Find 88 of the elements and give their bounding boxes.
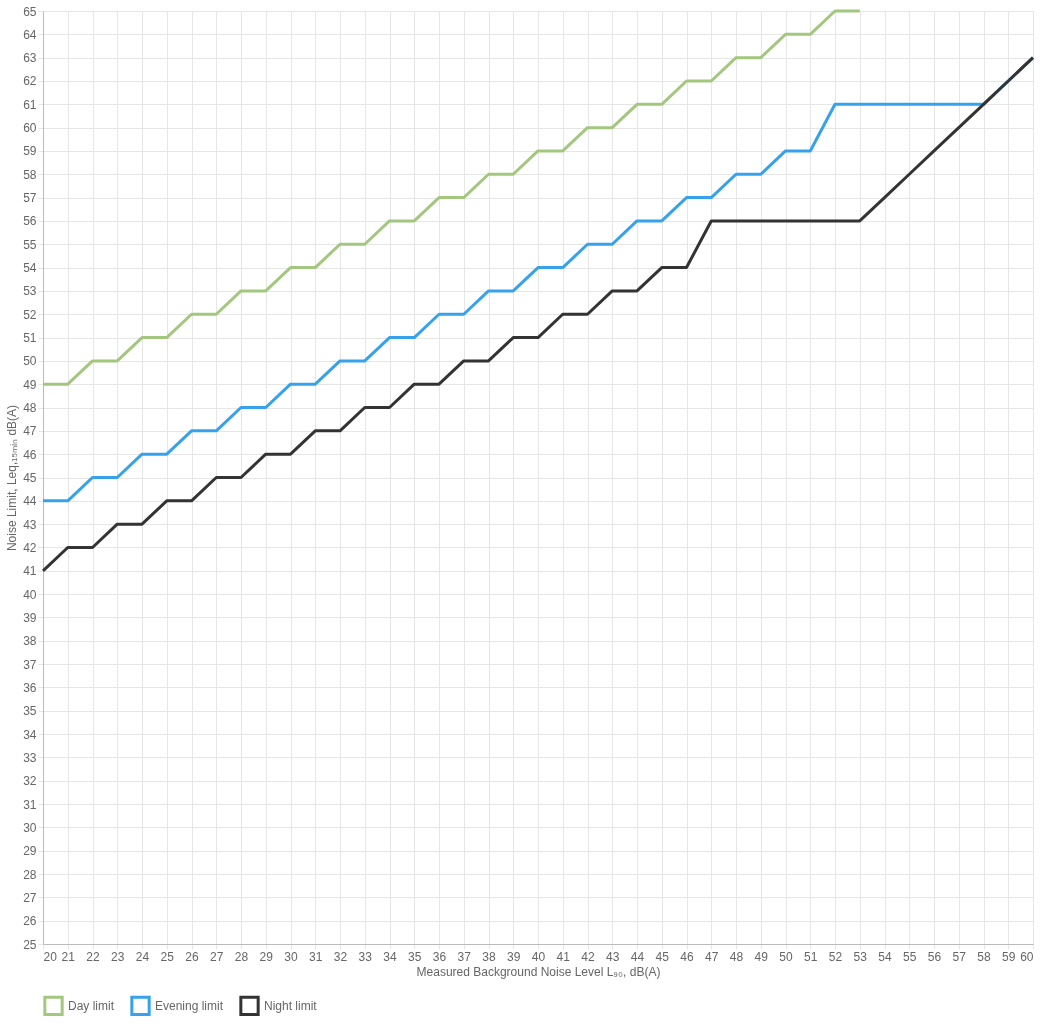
y-tick-label: 54 [23,261,37,276]
y-tick-label: 34 [23,727,37,742]
x-tick-label: 54 [878,949,892,964]
x-tick-label: 43 [606,949,620,964]
y-tick-label: 36 [23,680,37,695]
x-tick-label: 37 [457,949,472,964]
x-tick-label: 27 [210,949,224,964]
x-tick-label: 53 [853,949,868,964]
x-tick-label: 26 [185,949,199,964]
y-tick-label: 38 [23,634,37,649]
x-tick-label: 40 [531,949,546,964]
y-tick-label: 32 [23,774,37,789]
y-tick-label: 27 [23,890,37,905]
legend-label: Day limit [68,998,115,1013]
x-tick-label: 57 [952,949,967,964]
x-tick-label: 22 [86,949,100,964]
y-tick-label: 29 [23,844,37,859]
y-tick-label: 43 [23,517,37,532]
x-tick-label: 50 [779,949,793,964]
x-tick-label: 41 [556,949,571,964]
x-tick-label: 29 [259,949,274,964]
x-tick-label: 44 [630,949,645,964]
y-tick-label: 39 [23,610,37,625]
x-tick-label: 38 [482,949,496,964]
y-tick-label: 53 [23,284,37,299]
y-tick-label: 46 [23,447,37,462]
x-tick-label: 36 [432,949,447,964]
y-tick-label: 63 [23,51,37,66]
x-tick-label: 47 [705,949,719,964]
y-tick-label: 50 [23,354,37,369]
legend-label: Night limit [264,998,318,1013]
x-tick-label: 25 [160,949,175,964]
x-tick-label: 42 [581,949,595,964]
y-tick-label: 55 [23,237,37,252]
x-tick-label: 58 [977,949,991,964]
x-tick-label: 45 [655,949,670,964]
y-tick-label: 28 [23,867,37,882]
x-tick-label: 51 [804,949,818,964]
y-tick-label: 40 [23,587,37,602]
y-tick-label: 49 [23,377,37,392]
y-tick-label: 44 [23,494,37,509]
x-tick-label: 49 [754,949,769,964]
x-tick-label: 33 [358,949,373,964]
y-tick-label: 48 [23,401,37,416]
x-tick-label: 31 [309,949,323,964]
x-tick-label: 46 [680,949,694,964]
y-tick-label: 47 [23,424,37,439]
x-tick-label: 60 [1020,949,1034,964]
x-tick-label: 56 [927,949,942,964]
y-tick-label: 51 [23,331,37,346]
x-tick-label: 59 [1002,949,1016,964]
y-tick-label: 59 [23,144,37,159]
x-tick-label: 20 [43,949,58,964]
line-series [41,9,862,386]
y-tick-label: 64 [23,27,37,42]
y-tick-label: 62 [23,74,37,89]
y-tick-label: 57 [23,191,37,206]
x-tick-label: 23 [111,949,125,964]
x-tick-label: 34 [383,949,397,964]
x-tick-label: 52 [828,949,843,964]
y-tick-label: 45 [23,471,37,485]
x-tick-label: 39 [507,949,521,964]
y-tick-label: 52 [23,307,37,322]
y-tick-label: 37 [23,657,37,672]
y-tick-label: 33 [23,750,37,765]
x-axis-title: Measured Background Noise Level L₉₀, dB(A) [416,964,661,979]
y-tick-label: 65 [23,4,37,19]
x-tick-label: 21 [61,949,76,964]
y-tick-label: 42 [23,540,37,555]
y-axis-title: Noise Limit, Leq,₁₅ₘᵢₙ dB(A) [5,404,20,552]
x-tick-label: 28 [234,949,249,964]
x-tick-label: 55 [903,949,917,964]
y-tick-label: 30 [23,820,37,835]
y-tick-label: 56 [23,214,37,229]
x-tick-label: 32 [333,949,348,964]
y-tick-label: 31 [23,797,37,812]
y-tick-label: 25 [23,937,37,952]
y-tick-label: 58 [23,167,37,182]
y-tick-label: 35 [23,704,37,719]
legend-label: Evening limit [155,998,224,1013]
y-tick-label: 41 [23,564,37,579]
y-tick-label: 61 [23,97,37,112]
x-tick-label: 48 [729,949,744,964]
x-tick-label: 35 [408,949,422,964]
y-tick-label: 26 [23,914,37,929]
y-tick-label: 60 [23,121,37,136]
x-tick-label: 30 [284,949,298,964]
x-tick-label: 24 [135,949,150,964]
